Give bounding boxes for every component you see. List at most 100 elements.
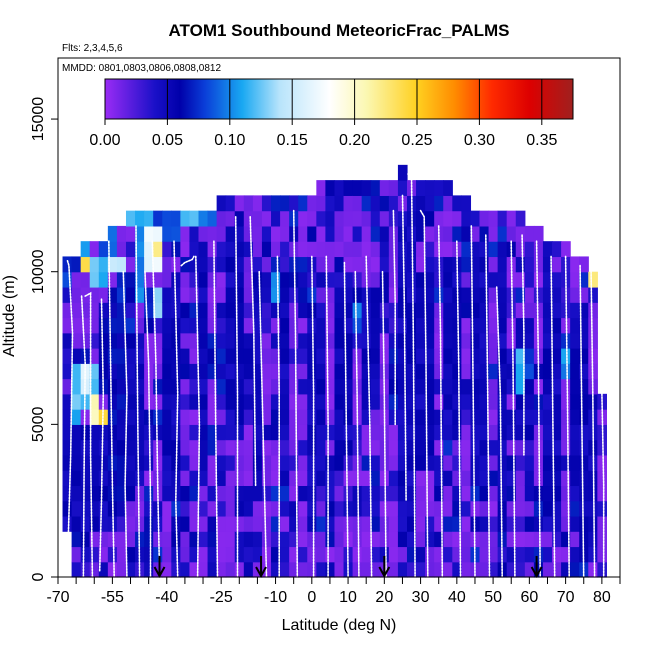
- heat-cell: [162, 515, 172, 532]
- heat-cell: [180, 561, 191, 578]
- heat-cell: [470, 393, 481, 410]
- heat-cell: [316, 515, 326, 532]
- heat-cell: [243, 500, 254, 517]
- heat-cell: [271, 332, 281, 349]
- heat-cell: [80, 286, 91, 303]
- heat-cell: [570, 271, 580, 288]
- heat-cell: [125, 210, 136, 227]
- heat-cell: [434, 286, 444, 303]
- heat-cell: [552, 424, 562, 441]
- heat-cell: [334, 302, 345, 319]
- heat-cell: [434, 378, 444, 395]
- heat-cell: [107, 363, 118, 380]
- heat-cell: [153, 332, 163, 349]
- heat-cell: [334, 363, 345, 380]
- heat-cell: [325, 332, 336, 349]
- heat-cell: [135, 424, 145, 441]
- heat-cell: [216, 515, 227, 532]
- heat-cell: [379, 515, 390, 532]
- flight-profile-line: [144, 270, 152, 578]
- heat-cell: [452, 317, 462, 334]
- heat-cell: [497, 271, 508, 288]
- heat-cell: [497, 210, 508, 227]
- heat-cell: [271, 470, 281, 487]
- flight-profile-line: [455, 240, 462, 578]
- heat-cell: [488, 454, 499, 471]
- heat-cell: [234, 561, 245, 578]
- heat-cell: [406, 515, 417, 532]
- heat-cell: [280, 454, 290, 471]
- heat-cell: [243, 348, 254, 364]
- heat-cell: [144, 256, 154, 273]
- heat-cell: [343, 500, 354, 517]
- heat-cell: [280, 393, 290, 410]
- heat-cell: [370, 439, 381, 456]
- heat-cell: [116, 485, 127, 502]
- flight-profile-line: [419, 209, 429, 578]
- heat-cell: [452, 485, 462, 502]
- heat-cell: [107, 546, 118, 563]
- colorbar-tick-label: 0.10: [214, 132, 245, 149]
- flight-profile-line: [122, 270, 128, 578]
- heat-cell: [352, 317, 363, 334]
- heat-cell: [506, 317, 517, 334]
- heat-cell: [116, 531, 127, 548]
- heat-cell: [343, 210, 354, 227]
- heat-cell: [461, 470, 472, 487]
- heat-cell: [397, 531, 408, 548]
- heat-cell: [443, 348, 453, 364]
- heat-cell: [506, 332, 517, 349]
- heat-cell: [506, 515, 517, 532]
- heat-cell: [207, 439, 218, 456]
- heat-cell: [71, 363, 82, 380]
- heat-cell: [416, 180, 426, 196]
- heat-cell: [252, 409, 263, 425]
- flight-profile-line: [392, 209, 397, 426]
- heat-cell: [334, 256, 345, 273]
- heat-cell: [452, 561, 462, 578]
- heat-cell: [116, 546, 127, 563]
- heat-cell: [597, 485, 607, 502]
- heat-cell: [379, 348, 390, 364]
- heat-cell: [370, 409, 381, 425]
- heat-cell: [298, 485, 308, 502]
- heat-cell: [153, 241, 163, 258]
- heat-cell: [252, 195, 263, 212]
- heat-cell: [497, 332, 508, 349]
- heat-cell: [416, 256, 426, 273]
- heat-cell: [588, 546, 598, 563]
- heat-cell: [416, 470, 426, 487]
- heat-cell: [479, 454, 490, 471]
- heat-cell: [89, 241, 100, 258]
- heat-cell: [198, 439, 209, 456]
- heat-cell: [252, 531, 263, 548]
- heat-cell: [488, 286, 499, 303]
- heat-cell: [116, 302, 127, 319]
- heat-cell: [180, 363, 191, 380]
- heat-cell: [243, 225, 254, 242]
- heat-cell: [234, 424, 245, 441]
- heat-cell: [180, 485, 191, 502]
- heat-cell: [479, 561, 490, 578]
- heat-cell: [135, 225, 145, 242]
- heat-cell: [80, 454, 91, 471]
- heat-cell: [144, 454, 154, 471]
- heat-cell: [243, 271, 254, 288]
- heat-cell: [597, 439, 607, 456]
- heat-cell: [225, 210, 236, 227]
- heat-cell: [234, 454, 245, 471]
- heat-cell: [425, 225, 435, 242]
- heat-cell: [506, 225, 517, 242]
- heat-cell: [216, 271, 227, 288]
- heat-cell: [579, 378, 589, 395]
- heat-cell: [316, 210, 326, 227]
- heat-cell: [343, 286, 354, 303]
- heat-cell: [406, 500, 417, 517]
- heat-cell: [225, 332, 236, 349]
- heat-cell: [153, 393, 163, 410]
- heat-cell: [325, 180, 336, 196]
- heat-cell: [298, 378, 308, 395]
- heat-cell: [153, 286, 163, 303]
- heat-cell: [515, 317, 526, 334]
- heat-cell: [370, 195, 381, 212]
